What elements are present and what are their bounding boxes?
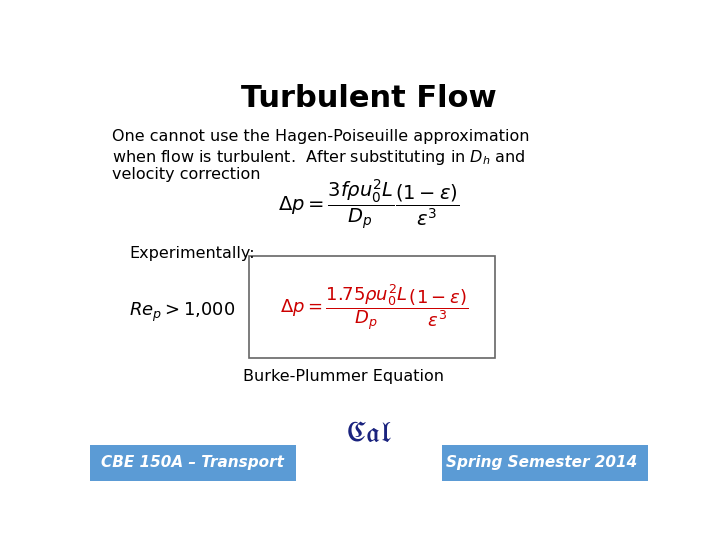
FancyBboxPatch shape bbox=[249, 256, 495, 358]
Text: $Re_p > 1{,}000$: $Re_p > 1{,}000$ bbox=[129, 301, 235, 324]
Bar bbox=[90, 446, 297, 481]
Text: $\Delta p = \dfrac{1.75\rho u_0^2 L}{D_p} \dfrac{(1-\varepsilon)}{\varepsilon^3}: $\Delta p = \dfrac{1.75\rho u_0^2 L}{D_p… bbox=[280, 282, 469, 332]
Text: Experimentally:: Experimentally: bbox=[129, 246, 255, 261]
Text: One cannot use the Hagen-Poiseuille approximation: One cannot use the Hagen-Poiseuille appr… bbox=[112, 129, 530, 144]
Bar bbox=[90, 446, 648, 481]
Text: CBE 150A – Transport: CBE 150A – Transport bbox=[101, 455, 284, 470]
Text: $\mathfrak{Cal}$: $\mathfrak{Cal}$ bbox=[346, 419, 392, 447]
Text: Spring Semester 2014: Spring Semester 2014 bbox=[446, 455, 637, 470]
Bar bbox=[441, 446, 648, 481]
Text: when flow is turbulent.  After substituting in $D_h$ and: when flow is turbulent. After substituti… bbox=[112, 148, 526, 167]
Text: Burke-Plummer Equation: Burke-Plummer Equation bbox=[243, 369, 444, 384]
Text: Turbulent Flow: Turbulent Flow bbox=[241, 84, 497, 112]
Text: velocity correction: velocity correction bbox=[112, 167, 261, 181]
Text: $\Delta p = \dfrac{3f\rho u_0^2 L}{D_p} \dfrac{(1-\varepsilon)}{\varepsilon^3}$: $\Delta p = \dfrac{3f\rho u_0^2 L}{D_p} … bbox=[279, 177, 459, 231]
